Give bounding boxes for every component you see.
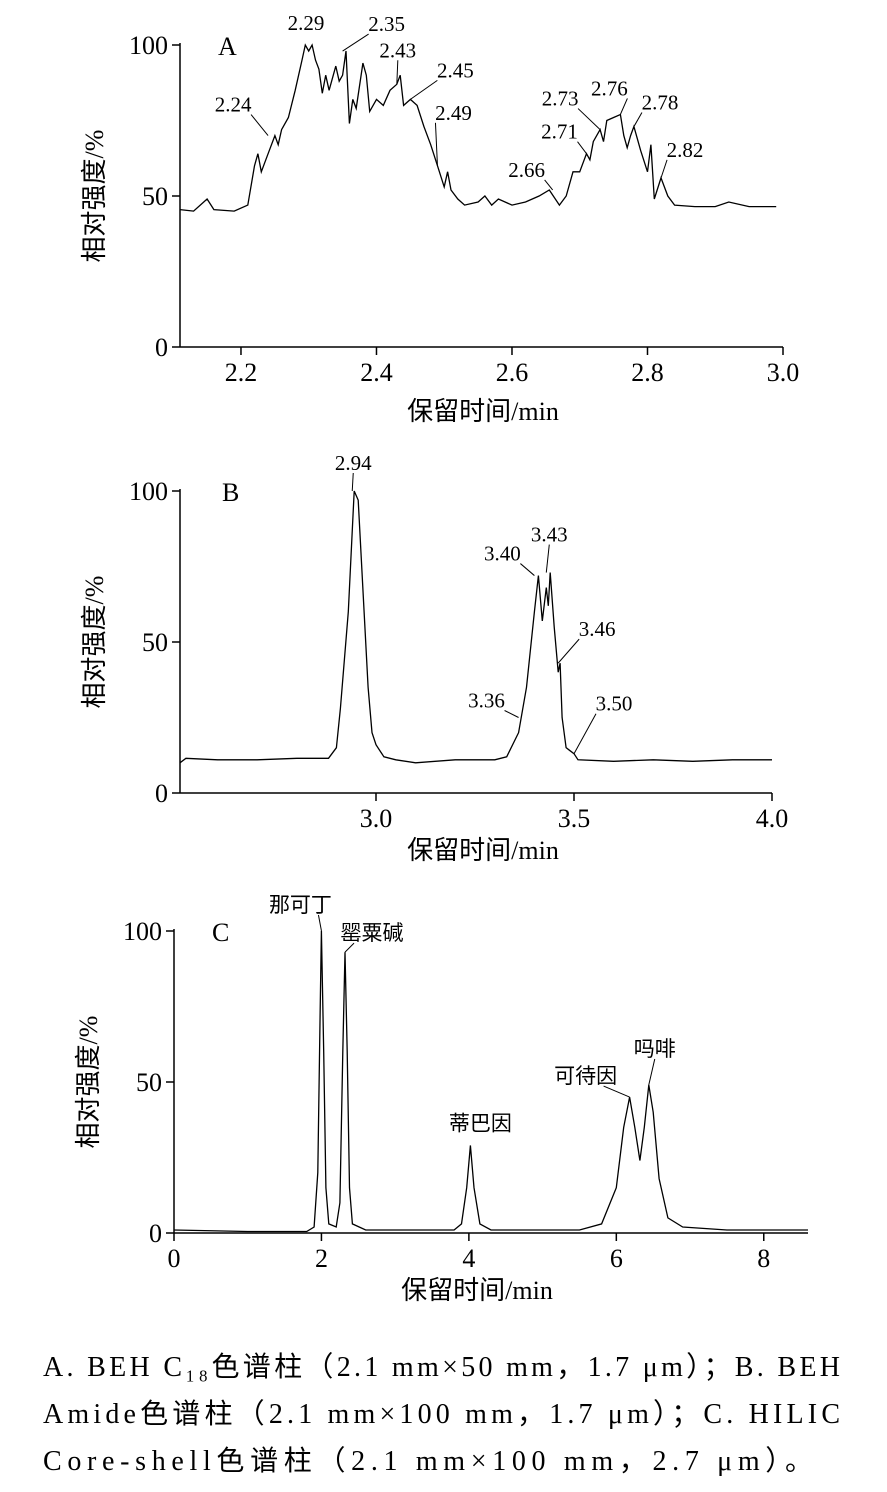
x-tick-label: 0 (168, 1244, 181, 1273)
peak-label: 2.78 (642, 91, 679, 115)
trace (179, 43, 777, 212)
leader-line (557, 638, 580, 664)
peak-label: 3.46 (579, 617, 616, 641)
leader-line (317, 914, 322, 932)
leader-line (577, 108, 601, 130)
peak-label: 蒂巴因 (449, 1111, 512, 1135)
leader-line (434, 122, 438, 166)
leader-line (603, 1085, 630, 1098)
y-tick-label: 50 (142, 628, 168, 657)
x-tick-label: 2.8 (631, 358, 664, 387)
peak-label: 2.94 (335, 451, 372, 475)
peak-label: 2.82 (667, 138, 704, 162)
x-tick-label: 2.4 (360, 358, 393, 387)
leader-line (520, 563, 535, 576)
peak-label: 3.43 (531, 523, 568, 547)
leader-line (351, 472, 354, 492)
x-tick-label: 4 (462, 1244, 475, 1273)
x-tick-label: 2 (315, 1244, 328, 1273)
x-tick-label: 3.0 (360, 804, 393, 833)
peak-label: 可待因 (554, 1064, 617, 1088)
leader-line (619, 98, 628, 115)
y-tick-label: 0 (149, 1219, 162, 1248)
leader-line (545, 544, 550, 573)
panel-letter: B (222, 478, 239, 507)
y-tick-label: 50 (142, 182, 168, 211)
caption-line: Amide色谱柱（2.1 mm×100 mm，1.7 μm）；C. HILIC (43, 1398, 840, 1430)
peak-label: 2.66 (508, 158, 545, 182)
peak-label: 2.45 (437, 58, 474, 82)
y-axis-title: 相对强度/% (74, 1016, 103, 1149)
leader-line (577, 141, 587, 155)
x-tick-label: 2.6 (496, 358, 529, 387)
leader-line (396, 60, 399, 85)
peak-label: 3.36 (468, 689, 505, 713)
leader-line (633, 112, 643, 127)
leader-line (344, 942, 355, 953)
caption-line: A. BEH C₁₈色谱柱（2.1 mm×50 mm，1.7 μm）；B. BE… (43, 1351, 840, 1383)
panel-letter: C (212, 918, 229, 947)
peak-label: 那可丁 (269, 893, 332, 917)
y-tick-label: 0 (155, 333, 168, 362)
y-axis-title: 相对强度/% (80, 576, 109, 709)
x-tick-label: 6 (610, 1244, 623, 1273)
x-tick-label: 2.2 (225, 358, 258, 387)
leader-line (573, 713, 597, 754)
peak-label: 2.35 (368, 12, 405, 36)
y-tick-label: 100 (123, 917, 162, 946)
peak-label: 3.50 (596, 692, 633, 716)
y-tick-label: 50 (136, 1068, 162, 1097)
peak-label: 2.43 (379, 38, 416, 62)
peak-label: 2.24 (215, 93, 252, 117)
peak-label: 2.73 (542, 87, 579, 111)
trace (173, 930, 808, 1233)
leader-line (250, 114, 269, 136)
leader-line (544, 179, 554, 191)
panel-letter: A (218, 32, 237, 61)
peak-label: 2.71 (541, 120, 578, 144)
peak-label: 3.40 (484, 542, 521, 566)
peak-label: 吗啡 (634, 1037, 676, 1061)
leader-line (342, 33, 369, 52)
peak-label: 罂粟碱 (341, 921, 404, 945)
peak-label: 2.49 (435, 101, 472, 125)
x-axis-title: 保留时间/min (407, 397, 559, 426)
x-tick-label: 3.5 (558, 804, 591, 833)
x-axis-title: 保留时间/min (407, 836, 559, 865)
leader-line (648, 1058, 656, 1086)
peak-label: 2.76 (591, 76, 628, 100)
y-tick-label: 0 (155, 779, 168, 808)
x-axis-title: 保留时间/min (401, 1276, 553, 1305)
y-axis-title: 相对强度/% (80, 130, 109, 263)
y-tick-label: 100 (129, 477, 168, 506)
y-tick-label: 100 (129, 31, 168, 60)
leader-line (410, 79, 438, 100)
trace (179, 490, 772, 764)
leader-line (660, 159, 668, 179)
x-tick-label: 4.0 (756, 804, 789, 833)
leader-line (504, 710, 519, 718)
x-tick-label: 8 (757, 1244, 770, 1273)
caption-line: Core-shell色谱柱（2.1 mm×100 mm，2.7 μm）。 (43, 1445, 813, 1477)
peak-label: 2.29 (288, 11, 325, 35)
x-tick-label: 3.0 (767, 358, 800, 387)
